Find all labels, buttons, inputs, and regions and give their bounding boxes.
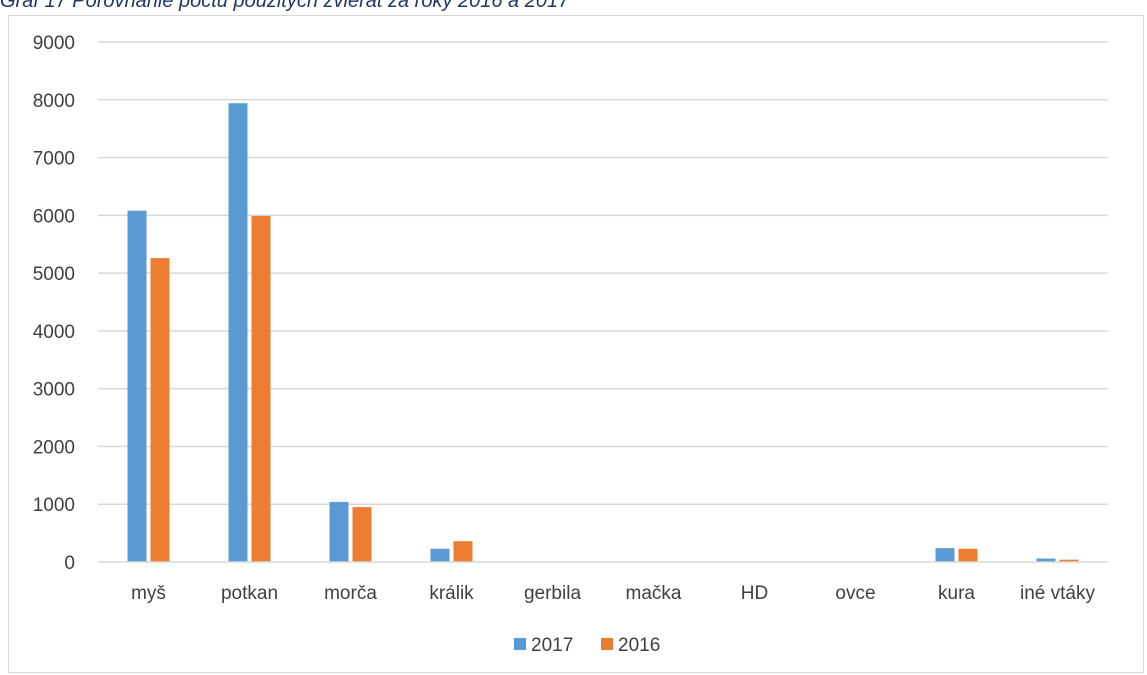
y-tick-label: 4000 xyxy=(33,322,75,343)
x-category-label: myš xyxy=(131,583,166,604)
legend: 2017 2016 xyxy=(514,635,660,656)
bar-2016-králik xyxy=(453,541,473,562)
bar-2017-myš xyxy=(127,210,147,562)
x-category-label: kura xyxy=(938,583,975,604)
y-tick-label: 8000 xyxy=(33,91,75,112)
x-category-label: HD xyxy=(741,583,768,604)
legend-swatch-2016 xyxy=(601,638,613,650)
bar-2017-iné vtáky xyxy=(1036,558,1056,562)
y-tick-label: 1000 xyxy=(33,495,75,516)
x-category-label: králik xyxy=(429,583,474,604)
bar-2017-kura xyxy=(935,548,955,562)
x-category-label: potkan xyxy=(221,583,278,604)
y-tick-label: 9000 xyxy=(33,33,75,54)
y-tick-label: 6000 xyxy=(33,206,75,227)
bar-2016-potkan xyxy=(251,215,271,562)
chart-caption: Graf 17 Porovnanie počtu použitých zvier… xyxy=(0,0,570,12)
x-category-label: gerbila xyxy=(524,583,581,604)
x-category-label: mačka xyxy=(626,583,682,604)
bar-2017-potkan xyxy=(228,103,248,562)
x-category-label: ovce xyxy=(835,583,875,604)
y-tick-label: 7000 xyxy=(33,149,75,170)
bar-2016-iné vtáky xyxy=(1059,559,1079,562)
x-axis-category-labels: myš potkan morča králik gerbila mačka HD ovce ku… xyxy=(131,583,1095,604)
bar-2016-myš xyxy=(150,258,170,562)
y-tick-label: 0 xyxy=(64,553,75,574)
bar-2016-morča xyxy=(352,507,372,562)
legend-swatch-2017 xyxy=(514,638,526,650)
bar-2017-králik xyxy=(430,548,450,562)
bar-2016-kura xyxy=(958,548,978,562)
y-tick-label: 2000 xyxy=(33,437,75,458)
chart-area xyxy=(8,15,1144,673)
x-category-label: iné vtáky xyxy=(1020,583,1095,604)
legend-label: 2017 xyxy=(531,635,573,656)
y-tick-label: 3000 xyxy=(33,380,75,401)
y-tick-label: 5000 xyxy=(33,264,75,285)
bar-2017-morča xyxy=(329,501,349,562)
x-category-label: morča xyxy=(324,583,377,604)
legend-label: 2016 xyxy=(618,635,660,656)
bars xyxy=(127,103,1079,562)
gridlines xyxy=(98,41,1108,505)
y-axis-tick-labels: 0 1000 2000 3000 4000 5000 6000 7000 8000 9000 xyxy=(33,33,75,574)
